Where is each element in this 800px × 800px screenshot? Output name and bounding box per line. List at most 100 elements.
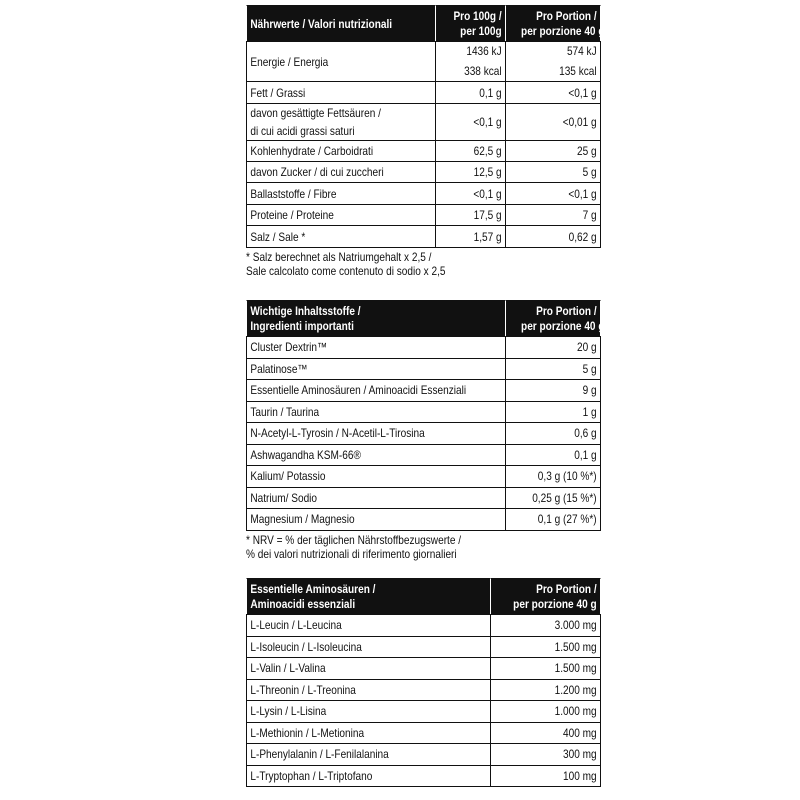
cell-text: Kohlenhydrate / Carboidrati — [250, 144, 374, 158]
table-cell: 62,5 g — [435, 140, 506, 162]
cell-text: Proteine / Proteine — [250, 208, 334, 222]
cell-text: 400 mg — [563, 725, 597, 740]
cell-text: Cluster Dextrin™ — [250, 340, 328, 355]
table-cell: Ashwagandha KSM-66® — [246, 443, 506, 466]
table-cell: 12,5 g — [435, 161, 506, 183]
cell-text: 25 g — [577, 144, 597, 158]
footnote: * NRV = % der täglichen Nährstoffbezugsw… — [246, 532, 462, 547]
cell-text: 9 g — [582, 383, 597, 398]
table-cell: <0,1 g — [435, 182, 506, 205]
table-cell: 0,1 g — [435, 81, 506, 104]
cell-text: Salz / Sale * — [250, 229, 306, 244]
cell-text: Taurin / Taurina — [250, 404, 320, 419]
cell-text: Wichtige Inhaltsstoffe / — [250, 303, 361, 318]
header-cell: Pro Portion / per porzione 40 g — [505, 5, 605, 42]
table-cell: 100 mg — [490, 764, 601, 787]
table-cell: 1,57 g — [435, 225, 506, 248]
table-cell: 0,6 g — [505, 422, 601, 445]
footnote: % dei valori nutrizionali di riferimento… — [246, 546, 457, 561]
table-cell: 574 kJ 135 kcal — [505, 41, 601, 82]
cell-text: 0,3 g (10 %*) — [537, 469, 597, 484]
table-cell: 7 g — [505, 204, 601, 226]
cell-text: L-Lysin / L-Lisina — [250, 704, 327, 719]
cell-text: 338 kcal — [464, 63, 502, 78]
header-cell: Nährwerte / Valori nutrizionali — [246, 5, 436, 42]
cell-text: 0,6 g — [574, 426, 597, 441]
cell-text: Magnesium / Magnesio — [250, 512, 355, 527]
table-cell: Energie / Energia — [246, 41, 436, 82]
cell-text: 574 kJ — [566, 44, 597, 58]
cell-text: L-Leucin / L-Leucina — [250, 618, 342, 633]
table-cell: Palatinose™ — [246, 357, 506, 380]
cell-text: per porzione 40 g — [521, 318, 605, 333]
cell-text: Nährwerte / Valori nutrizionali — [250, 16, 393, 31]
table-cell: 17,5 g — [435, 204, 506, 226]
table-cell: <0,1 g — [505, 81, 601, 104]
table-cell: <0,1 g — [435, 103, 506, 141]
cell-text: 5 g — [582, 165, 597, 179]
cell-text: Pro 100g / — [453, 8, 502, 23]
table-cell: Ballaststoffe / Fibre — [246, 182, 436, 205]
table-cell: L-Lysin / L-Lisina — [246, 700, 491, 723]
cell-text: 1.200 mg — [554, 682, 597, 697]
cell-text: Energie / Energia — [250, 54, 329, 69]
cell-text: L-Phenylalanin / L-Fenilalanina — [250, 747, 389, 762]
table-cell: L-Leucin / L-Leucina — [246, 614, 491, 637]
table-cell: L-Tryptophan / L-Triptofano — [246, 764, 491, 787]
table-cell: 0,1 g — [505, 443, 601, 466]
cell-text: 1.500 mg — [554, 639, 597, 654]
cell-text: 135 kcal — [559, 63, 597, 78]
cell-text: 62,5 g — [473, 144, 502, 158]
table-cell: Kohlenhydrate / Carboidrati — [246, 140, 436, 162]
table-cell: Kalium/ Potassio — [246, 465, 506, 488]
cell-text: N-Acetyl-L-Tyrosin / N-Acetil-L-Tirosina — [250, 426, 425, 441]
table-cell: 3.000 mg — [490, 614, 601, 637]
cell-text: 0,1 g — [574, 447, 597, 462]
table-cell: L-Threonin / L-Treonina — [246, 678, 491, 701]
cell-text: Aminoacidi essenziali — [250, 596, 356, 611]
table-cell: L-Valin / L-Valina — [246, 657, 491, 680]
cell-text: 20 g — [577, 340, 597, 355]
header-cell: Essentielle Aminosäuren / Aminoacidi esse… — [246, 578, 491, 615]
table-cell: davon gesättigte Fettsäuren / di cui acid… — [246, 103, 436, 141]
table-cell: davon Zucker / di cui zuccheri — [246, 161, 436, 183]
cell-text: Pro Portion / — [536, 581, 597, 596]
cell-text: L-Methionin / L-Metionina — [250, 725, 365, 740]
cell-text: per porzione 40 g — [513, 596, 597, 611]
cell-text: di cui acidi grassi saturi — [250, 124, 355, 138]
table-cell: 5 g — [505, 161, 601, 183]
cell-text: davon gesättigte Fettsäuren / — [250, 106, 381, 120]
cell-text: Natrium/ Sodio — [250, 490, 318, 505]
cell-text: 1.500 mg — [554, 661, 597, 676]
cell-text: L-Valin / L-Valina — [250, 661, 326, 676]
table-cell: 0,3 g (10 %*) — [505, 465, 601, 488]
cell-text: 1 g — [582, 404, 597, 419]
cell-text: 0,1 g (27 %*) — [537, 512, 597, 527]
table-cell: 5 g — [505, 357, 601, 380]
table-cell: Magnesium / Magnesio — [246, 508, 506, 531]
table-cell: L-Methionin / L-Metionina — [246, 721, 491, 744]
table-cell: 1.500 mg — [490, 657, 601, 680]
cell-text: <0,1 g — [473, 115, 502, 129]
cell-text: davon Zucker / di cui zuccheri — [250, 165, 384, 179]
table-cell: 1436 kJ 338 kcal — [435, 41, 506, 82]
cell-text: 12,5 g — [473, 165, 502, 179]
table-cell: <0,01 g — [505, 103, 601, 141]
table-cell: Essentielle Aminosäuren / Aminoacidi Ess… — [246, 379, 506, 402]
cell-text: 0,62 g — [568, 229, 597, 244]
cell-text: Ashwagandha KSM-66® — [250, 447, 361, 462]
table-cell: 20 g — [505, 336, 601, 359]
cell-text: 100 mg — [563, 768, 597, 783]
cell-text: <0,1 g — [473, 186, 502, 201]
cell-text: 3.000 mg — [554, 618, 597, 633]
cell-text: 17,5 g — [473, 208, 502, 222]
table-cell: 1 g — [505, 400, 601, 423]
cell-text: Fett / Grassi — [250, 85, 306, 100]
table-cell: 1.500 mg — [490, 635, 601, 658]
table-cell: Taurin / Taurina — [246, 400, 506, 423]
table-cell: Proteine / Proteine — [246, 204, 436, 226]
table-cell: 300 mg — [490, 743, 601, 766]
table-cell: N-Acetyl-L-Tyrosin / N-Acetil-L-Tirosina — [246, 422, 506, 445]
table-cell: Natrium/ Sodio — [246, 486, 506, 509]
